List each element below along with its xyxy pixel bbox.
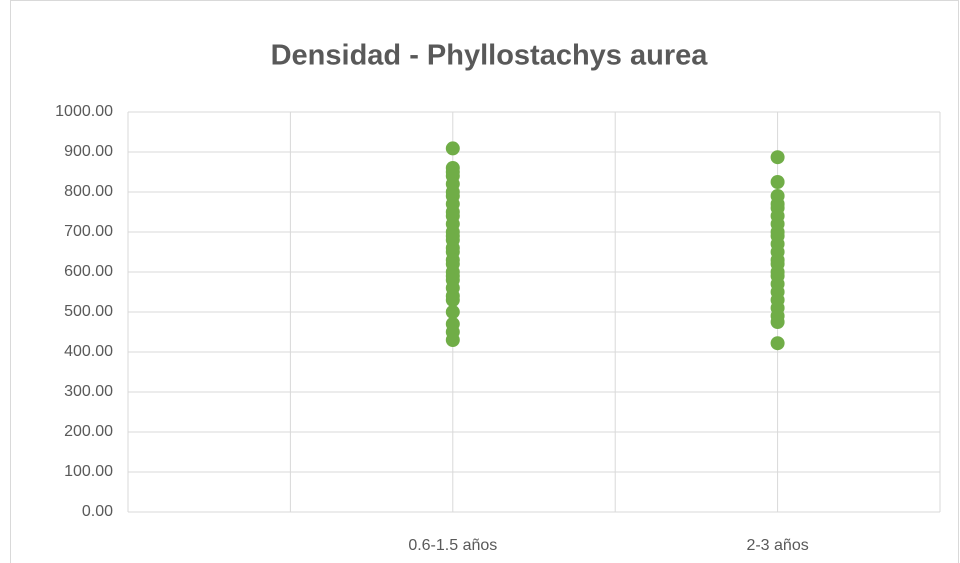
y-tick-label: 1000.00	[55, 103, 113, 120]
y-tick-label: 800.00	[64, 183, 113, 200]
point	[770, 175, 785, 189]
y-tick-label: 100.00	[64, 463, 113, 480]
chart-title: Densidad - Phyllostachys aurea	[271, 40, 709, 72]
point	[770, 315, 785, 329]
y-tick-label: 0.00	[82, 503, 113, 520]
point	[770, 150, 785, 165]
point	[445, 305, 460, 319]
y-tick-label: 500.00	[64, 303, 113, 320]
point	[445, 141, 460, 156]
y-tick-label: 600.00	[64, 263, 113, 280]
x-tick-label: 2-3 años	[746, 537, 808, 554]
point	[770, 336, 785, 351]
x-tick-label: 0.6-1.5 años	[408, 537, 497, 554]
point	[445, 333, 460, 347]
y-tick-label: 300.00	[64, 383, 113, 400]
chart-border	[10, 0, 959, 563]
y-tick-label: 700.00	[64, 223, 113, 240]
y-tick-label: 400.00	[64, 343, 113, 360]
y-tick-label: 900.00	[64, 143, 113, 160]
point	[445, 293, 460, 307]
y-tick-label: 200.00	[64, 423, 113, 440]
